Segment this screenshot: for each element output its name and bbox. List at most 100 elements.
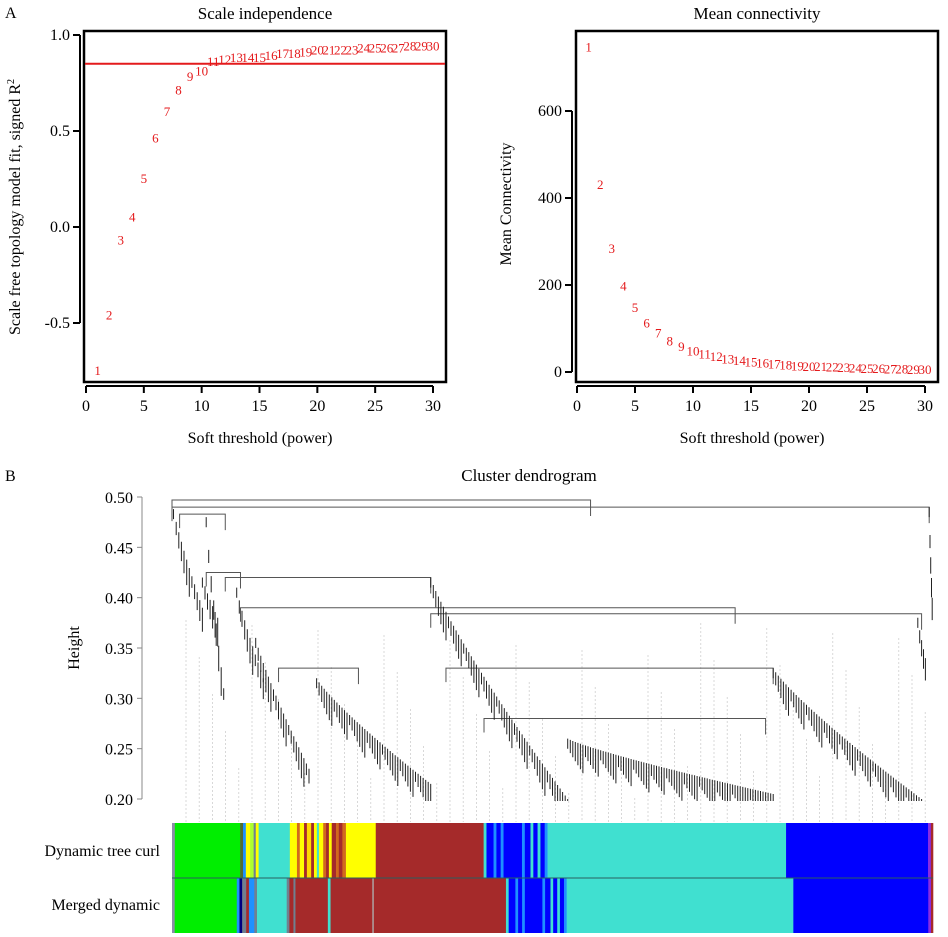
module-color-segment (296, 823, 301, 878)
dendrogram-branch (278, 667, 359, 685)
chart-a-y-tick-label: 0.5 (50, 123, 70, 140)
module-color-segment (295, 878, 329, 933)
dendrogram-cluster (205, 517, 225, 700)
chart-b-title: Mean connectivity (694, 4, 821, 23)
module-color-segment (318, 823, 324, 878)
module-color-segment (522, 878, 526, 933)
chart-a-point-label: 7 (164, 104, 171, 119)
chart-a-point-label: 16 (265, 48, 279, 63)
chart-a-ylabel: Scale free topology model fit, signed R2 (6, 79, 24, 335)
module-color-segment (524, 823, 531, 878)
module-color-segment (373, 878, 507, 933)
module-color-segment (530, 823, 534, 878)
dendrogram-branch (239, 607, 736, 624)
chart-a-point-label: 30 (427, 39, 440, 54)
chart-a-point-label: 26 (380, 40, 394, 55)
module-color-segment (544, 823, 548, 878)
chart-b-point-label: 17 (768, 357, 782, 372)
chart-b-x-tick-label: 0 (573, 398, 581, 415)
module-color-segment (557, 878, 561, 933)
chart-a-x-tick-label: 25 (367, 398, 383, 415)
chart-a-point-label: 12 (218, 52, 231, 67)
module-color-segment (330, 878, 373, 933)
chart-a-point-label: 11 (207, 54, 220, 69)
chart-a-point-label: 25 (369, 40, 382, 55)
module-color-segment (331, 823, 337, 878)
module-color-segment (342, 823, 347, 878)
dendrogram-cluster (236, 587, 264, 700)
chart-a-point-label: 27 (392, 40, 406, 55)
module-color-segment (338, 823, 343, 878)
mean-connectivity-chart: Mean connectivity 0 5 10 15 20 25 30 020040060… (498, 4, 940, 447)
module-color-segment (545, 878, 551, 933)
dendrogram-branch (179, 513, 226, 531)
module-color-segment (326, 823, 330, 878)
chart-b-frame (574, 29, 940, 384)
module-color-segment (524, 878, 543, 933)
cluster-dendrogram: Cluster dendrogram 0.20 0.25 0.30 0.35 0.40 0… (45, 466, 934, 933)
module-color-segment (248, 878, 255, 933)
chart-a-point-label: 2 (106, 307, 113, 322)
module-color-segment (289, 878, 294, 933)
module-color-segment (323, 823, 327, 878)
chart-b-point-label: 8 (667, 334, 674, 349)
module-color-segment (286, 878, 290, 933)
chart-a-point-label: 23 (346, 42, 359, 57)
chart-b-point-label: 19 (791, 358, 804, 373)
chart-b-point-label: 6 (643, 315, 650, 330)
module-color-segment (500, 823, 504, 878)
chart-a-ylabel-text: Scale free topology model fit, signed R (7, 84, 24, 335)
chart-b-y-tick-label: 200 (538, 277, 562, 294)
chart-a-y-tick-label: 1.0 (50, 27, 70, 44)
module-color-segment (503, 823, 523, 878)
chart-b-point-label: 26 (872, 361, 886, 376)
dendrogram-cluster (201, 577, 219, 647)
module-color-segment (304, 823, 308, 878)
chart-b-x-tick-label: 20 (801, 398, 817, 415)
chart-b-point-label: 28 (895, 361, 908, 376)
module-color-segment (250, 823, 254, 878)
chart-b-point-label: 10 (687, 344, 700, 359)
module-color-segment (255, 823, 259, 878)
chart-b-point-label: 12 (710, 349, 723, 364)
chart-a-frame (82, 29, 448, 384)
chart-a-xlabel: Soft threshold (power) (188, 430, 333, 447)
dendrogram-ylabel: Height (66, 626, 83, 670)
module-color-segment (559, 878, 565, 933)
module-color-segment (793, 878, 929, 933)
module-color-segment (327, 878, 331, 933)
module-color-segment (335, 823, 340, 878)
dendrogram-y-tick-label: 0.20 (105, 792, 133, 809)
dendrogram-cluster (430, 577, 569, 801)
module-color-segment (518, 878, 523, 933)
chart-a-ylabel-sup: 2 (6, 79, 17, 84)
module-color-segment (928, 878, 932, 933)
chart-a-point-label: 10 (195, 63, 208, 78)
chart-b-point-label: 15 (745, 354, 758, 369)
module-color-segment (242, 878, 247, 933)
module-color-segment (345, 823, 377, 878)
module-color-segment (533, 823, 538, 878)
chart-b-point-label: 7 (655, 326, 662, 341)
chart-a-point-label: 17 (276, 46, 290, 61)
chart-b-point-label: 20 (803, 359, 816, 374)
dendrogram-cluster (772, 668, 923, 801)
module-color-segment (253, 823, 257, 878)
module-color-segment (172, 878, 175, 933)
module-color-segment (566, 878, 794, 933)
dendrogram-branch (445, 667, 774, 685)
panel-label-b: B (5, 468, 16, 485)
module-color-segment (372, 878, 375, 933)
module-color-segment (540, 823, 545, 878)
module-color-segment (328, 823, 333, 878)
module-color-segment (174, 878, 238, 933)
dendrogram-branch (224, 577, 432, 594)
dendrogram-y-tick-label: 0.40 (105, 591, 133, 608)
module-color-segment (172, 823, 176, 878)
module-color-segment (505, 878, 509, 933)
chart-a-point-label: 21 (322, 42, 335, 57)
chart-b-point-label: 30 (919, 362, 932, 377)
module-color-segment (547, 823, 787, 878)
chart-b-point-label: 4 (620, 278, 627, 293)
dendrogram-y-tick-label: 0.30 (105, 691, 133, 708)
